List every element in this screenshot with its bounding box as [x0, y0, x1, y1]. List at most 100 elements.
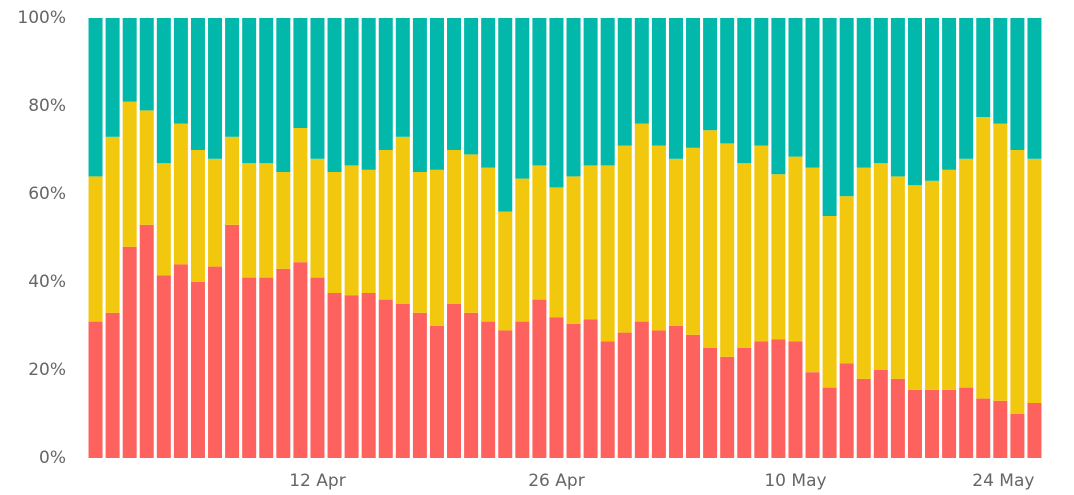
- bar-segment: [720, 18, 735, 144]
- bar-segment: [976, 18, 991, 117]
- bar-segment: [156, 163, 171, 276]
- bar-segment: [686, 18, 701, 148]
- bar-segment: [429, 18, 444, 170]
- bar-segment: [737, 163, 752, 348]
- bar-segment: [822, 216, 837, 388]
- bar-segment: [276, 18, 291, 172]
- bar-segment: [293, 18, 308, 128]
- bar-segment: [976, 398, 991, 458]
- bar-segment: [993, 400, 1008, 458]
- bar-segment: [429, 326, 444, 458]
- bar-segment: [395, 304, 410, 458]
- bar-segment: [344, 18, 359, 166]
- bar-segment: [686, 334, 701, 458]
- bar-segment: [361, 169, 376, 293]
- bar-segment: [771, 339, 786, 458]
- bar-segment: [822, 387, 837, 458]
- bar-segment: [447, 18, 462, 150]
- x-tick-label: 12 Apr: [289, 471, 345, 491]
- bar-segment: [925, 18, 940, 181]
- x-tick-label: 24 May: [972, 471, 1034, 491]
- bar-segment: [873, 370, 888, 458]
- bar-segment: [378, 150, 393, 300]
- bar-segment: [668, 18, 683, 159]
- bar-segment: [925, 389, 940, 458]
- bar-segment: [907, 185, 922, 390]
- bar-segment: [498, 330, 513, 458]
- bar-segment: [361, 293, 376, 458]
- bar-segment: [737, 18, 752, 164]
- bar-segment: [907, 18, 922, 186]
- bar-segment: [549, 187, 564, 318]
- bar-segment: [259, 277, 274, 458]
- bar-segment: [532, 165, 547, 300]
- bar-segment: [942, 18, 957, 170]
- bar-segment: [173, 264, 188, 458]
- bar-segment: [583, 319, 598, 458]
- y-tick-label: 0%: [39, 448, 66, 468]
- bar-segment: [600, 165, 615, 342]
- bar-segment: [190, 282, 205, 458]
- bar-segment: [310, 277, 325, 458]
- bar-segment: [395, 136, 410, 304]
- bar-segment: [173, 18, 188, 124]
- bar-segment: [225, 136, 240, 225]
- bar-segment: [498, 211, 513, 331]
- y-tick-label: 100%: [17, 8, 66, 28]
- bar-segment: [310, 18, 325, 159]
- bar-segment: [532, 299, 547, 458]
- bar-segment: [651, 330, 666, 458]
- bar-segment: [412, 312, 427, 458]
- bar-segment: [566, 18, 581, 177]
- bar-segment: [139, 224, 154, 458]
- bar-segment: [720, 143, 735, 357]
- bar-segment: [242, 163, 257, 278]
- bar-segment: [122, 18, 137, 102]
- bar-segment: [293, 128, 308, 263]
- bar-segment: [942, 389, 957, 458]
- bar-segment: [105, 18, 120, 137]
- bar-segment: [327, 293, 342, 458]
- bar-segment: [617, 18, 632, 146]
- bar-segment: [856, 378, 871, 458]
- bar-segment: [634, 123, 649, 322]
- bar-segment: [344, 295, 359, 458]
- bar-segment: [839, 18, 854, 197]
- bar-segment: [208, 266, 223, 458]
- bar-segment: [515, 321, 530, 458]
- bar-segment: [1027, 158, 1042, 403]
- bar-segment: [651, 18, 666, 146]
- bar-segment: [122, 101, 137, 247]
- bar-segment: [873, 18, 888, 164]
- bar-segment: [993, 123, 1008, 401]
- bar-segment: [549, 317, 564, 458]
- bar-segment: [1010, 18, 1025, 150]
- bar-segment: [754, 145, 769, 342]
- bar-segment: [890, 378, 905, 458]
- bar-segment: [310, 158, 325, 278]
- bar-segment: [976, 117, 991, 399]
- bar-segment: [634, 321, 649, 458]
- bar-segment: [515, 18, 530, 179]
- bar-segment: [959, 18, 974, 159]
- bar-segment: [686, 147, 701, 335]
- bar-segment: [668, 326, 683, 458]
- bar-segment: [1010, 150, 1025, 414]
- bar-segment: [327, 18, 342, 172]
- bar-segment: [993, 18, 1008, 124]
- bar-segment: [276, 172, 291, 269]
- bar-segment: [1027, 403, 1042, 458]
- bar-segment: [447, 304, 462, 458]
- bar-segment: [225, 18, 240, 137]
- bar-segment: [481, 167, 496, 322]
- bar-segment: [771, 174, 786, 340]
- bar-segment: [105, 136, 120, 313]
- bar-segment: [600, 18, 615, 166]
- bar-segment: [156, 18, 171, 164]
- bar-segment: [873, 163, 888, 370]
- bar-segment: [771, 18, 786, 175]
- bar-segment: [259, 18, 274, 164]
- bar-segment: [122, 246, 137, 458]
- bar-segment: [651, 145, 666, 331]
